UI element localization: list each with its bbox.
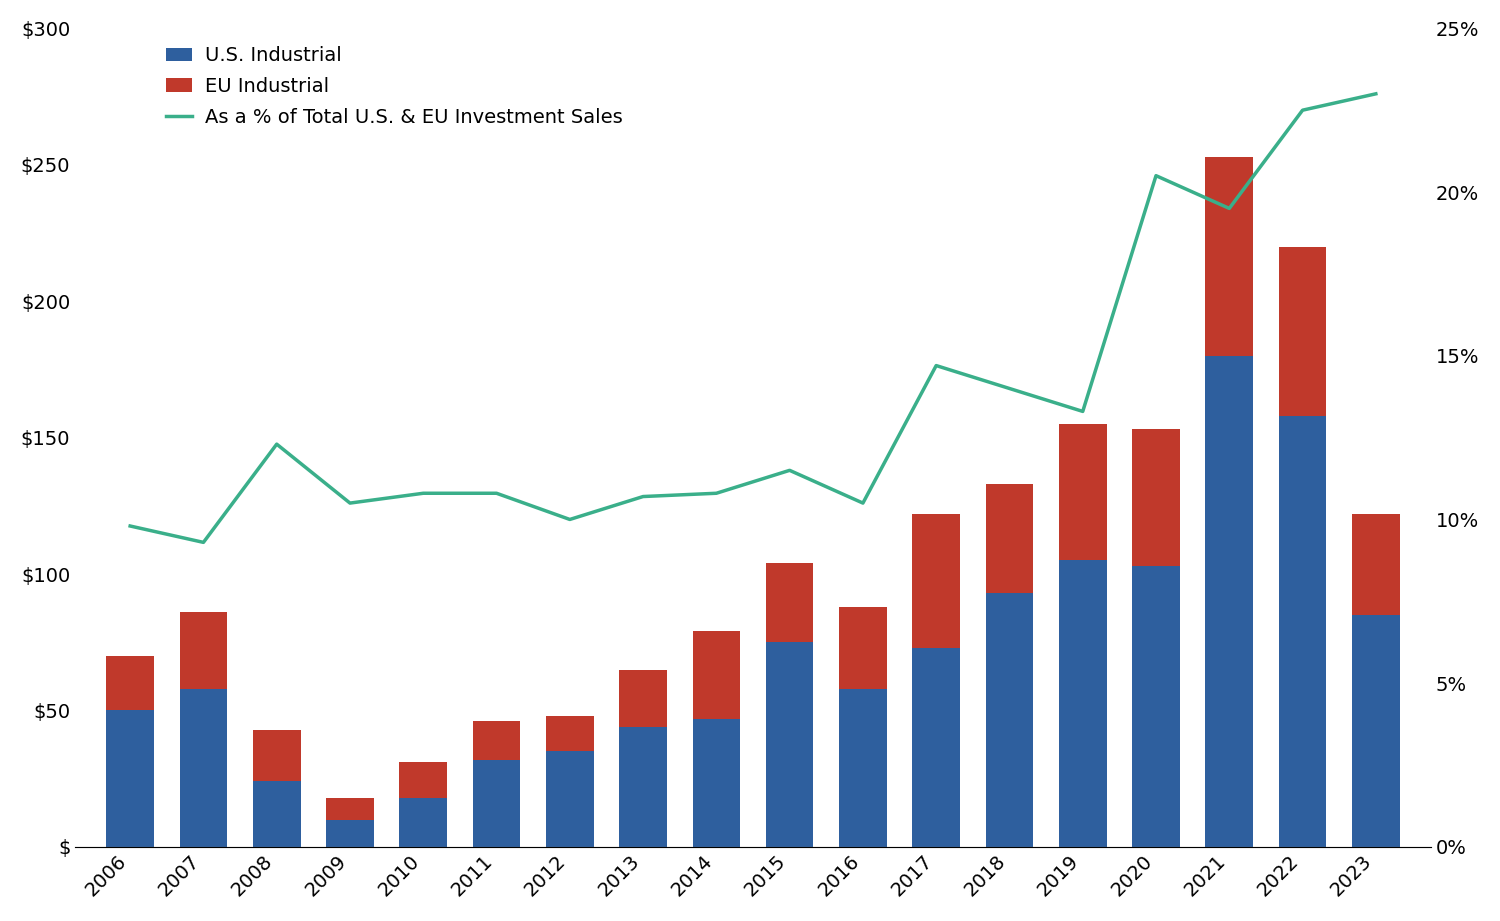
Bar (399, 798, 447, 847)
Bar (472, 760, 520, 847)
Bar (986, 593, 1033, 847)
Bar (1206, 356, 1252, 847)
Bar (180, 689, 226, 847)
Bar (693, 631, 740, 718)
Bar (106, 710, 154, 847)
Bar (1280, 415, 1326, 847)
Bar (1206, 157, 1252, 356)
As a % of Total U.S. & EU Investment Sales (340, 497, 358, 508)
Bar (1352, 514, 1400, 615)
As a % of Total U.S. & EU Investment Sales (122, 520, 140, 531)
As a % of Total U.S. & EU Investment Sales (1293, 105, 1311, 116)
As a % of Total U.S. & EU Investment Sales (1221, 203, 1239, 214)
Bar (693, 718, 740, 847)
Bar (180, 612, 226, 689)
Line: As a % of Total U.S. & EU Investment Sales: As a % of Total U.S. & EU Investment Sal… (130, 94, 1376, 542)
Bar (1352, 615, 1400, 847)
Bar (766, 563, 813, 642)
As a % of Total U.S. & EU Investment Sales (634, 491, 652, 502)
As a % of Total U.S. & EU Investment Sales (488, 488, 506, 499)
Bar (1059, 424, 1107, 560)
Bar (620, 670, 668, 727)
As a % of Total U.S. & EU Investment Sales (780, 465, 798, 476)
Bar (326, 820, 374, 847)
As a % of Total U.S. & EU Investment Sales (1148, 170, 1166, 181)
Bar (1280, 247, 1326, 415)
Bar (106, 656, 154, 710)
As a % of Total U.S. & EU Investment Sales (195, 537, 213, 548)
As a % of Total U.S. & EU Investment Sales (927, 360, 945, 371)
Legend: U.S. Industrial, EU Industrial, As a % of Total U.S. & EU Investment Sales: U.S. Industrial, EU Industrial, As a % o… (166, 46, 622, 126)
Bar (472, 721, 520, 760)
Bar (254, 781, 300, 847)
Bar (254, 729, 300, 781)
Bar (546, 752, 594, 847)
Bar (1132, 565, 1180, 847)
As a % of Total U.S. & EU Investment Sales (1366, 88, 1384, 99)
Bar (399, 763, 447, 798)
As a % of Total U.S. & EU Investment Sales (561, 514, 579, 525)
As a % of Total U.S. & EU Investment Sales (267, 438, 285, 449)
Bar (1132, 429, 1180, 565)
As a % of Total U.S. & EU Investment Sales (414, 488, 432, 499)
Bar (620, 727, 668, 847)
As a % of Total U.S. & EU Investment Sales (853, 497, 871, 508)
Bar (839, 607, 886, 689)
Bar (766, 642, 813, 847)
Bar (912, 647, 960, 847)
As a % of Total U.S. & EU Investment Sales (1074, 406, 1092, 417)
Bar (912, 514, 960, 647)
Bar (986, 484, 1033, 593)
Bar (839, 689, 886, 847)
Bar (1059, 560, 1107, 847)
Bar (326, 798, 374, 820)
As a % of Total U.S. & EU Investment Sales (1000, 383, 1018, 394)
Bar (546, 716, 594, 752)
As a % of Total U.S. & EU Investment Sales (708, 488, 726, 499)
